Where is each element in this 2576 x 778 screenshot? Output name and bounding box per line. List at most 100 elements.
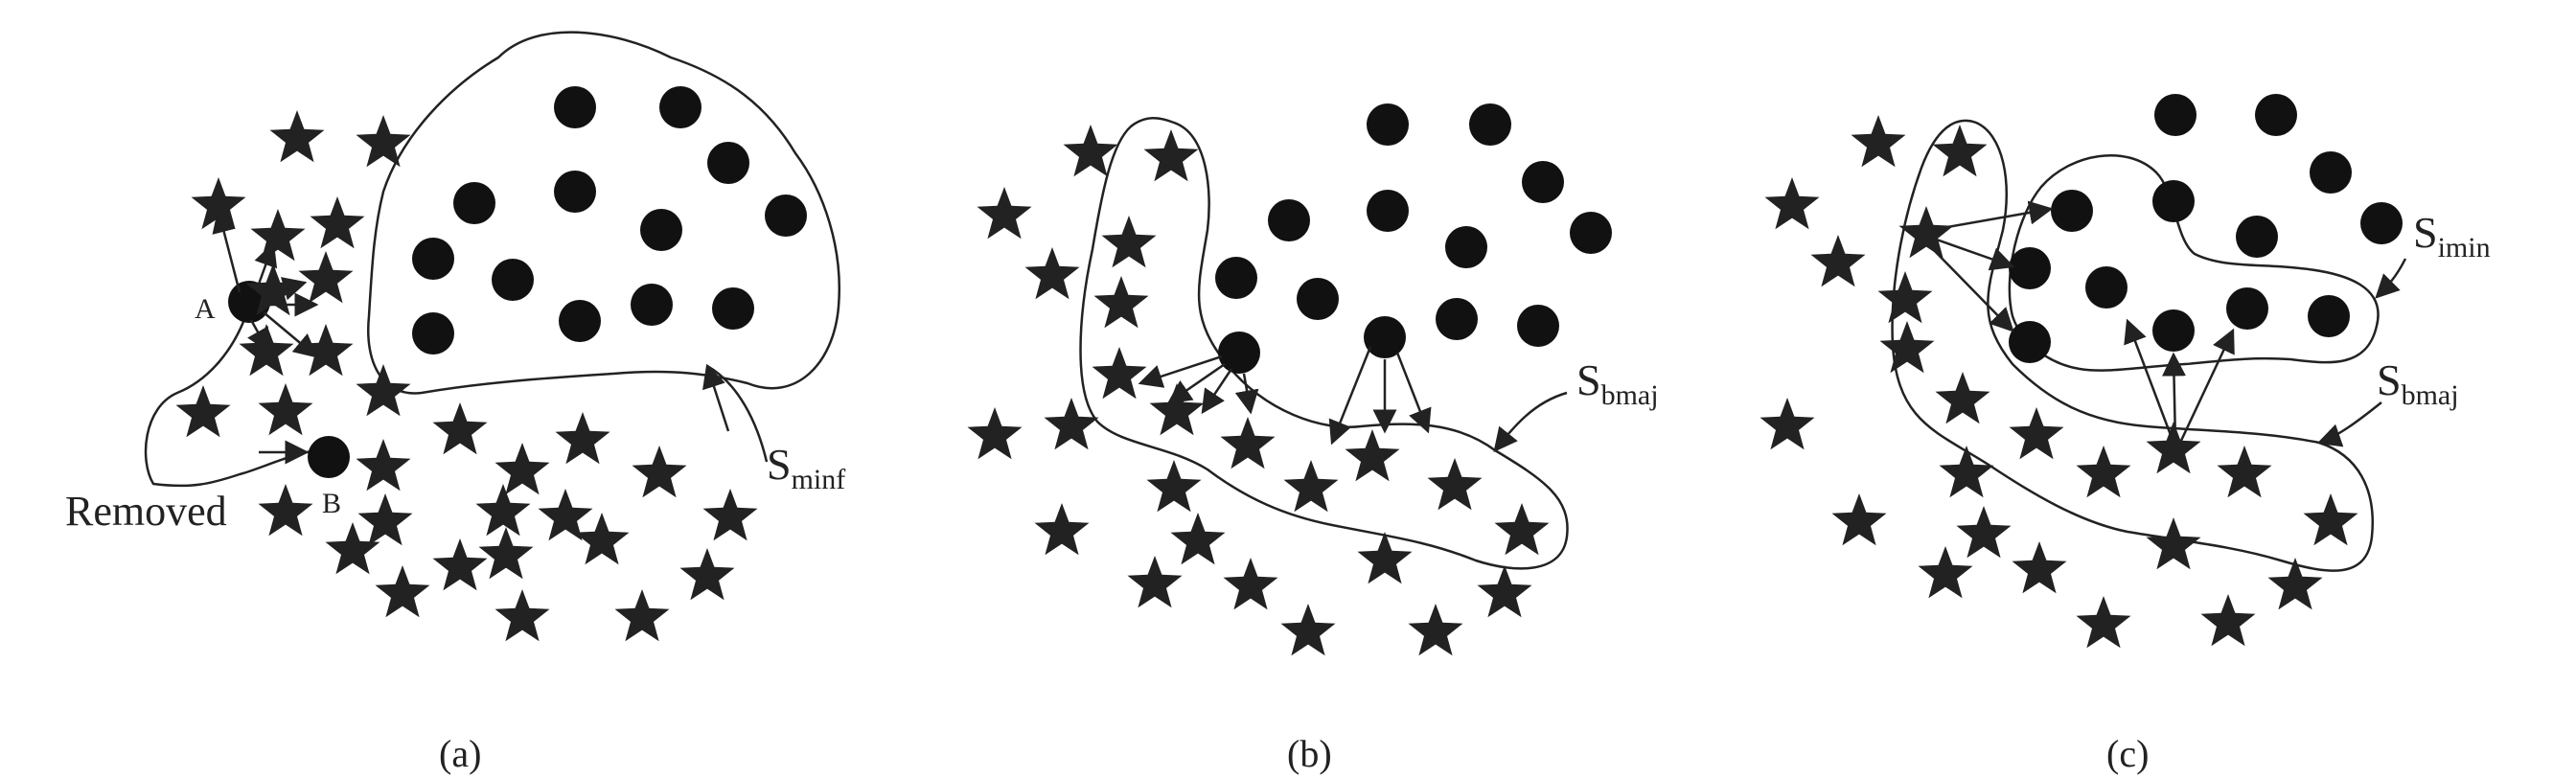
star-icon [1220,417,1276,469]
star-icon [1143,129,1199,182]
point-b-label: B [322,488,341,519]
star-icon [250,209,306,262]
neighbor-arrows-a [212,208,319,358]
majority-border-region-boundary-c [1891,119,2374,572]
star-icon [1877,271,1933,324]
star-icon [632,446,687,498]
star-icon [1932,125,1988,177]
star-icon [245,263,301,316]
star-icon [478,527,534,580]
star-icon [1477,565,1532,618]
star-icon [175,385,231,438]
star-icon [258,484,313,537]
star-icon [1149,383,1205,436]
star-icon [1357,532,1413,584]
minority-points-c [2009,94,2403,363]
star-icon [2146,422,2201,474]
star-icon [432,402,488,455]
star-icon [1935,372,1990,424]
star-icon [2076,596,2131,649]
star-icon [191,177,246,230]
star-icon [475,484,531,537]
star-icon [1093,276,1149,329]
star-icon [1024,247,1080,300]
star-icon [1127,556,1183,608]
star-icon [1280,604,1336,656]
star-icon [2076,446,2131,498]
star-icon [1427,458,1483,511]
star-icon [2012,541,2067,594]
star-icon [679,548,735,601]
panel-b: Sbmaj (b) [967,103,1659,775]
star-icon [1879,321,1935,374]
star-icon [356,364,411,417]
star-icon [1345,429,1400,482]
caption-c: (c) [2106,732,2149,775]
star-icon [1063,125,1118,177]
star-icon [357,493,413,546]
removed-region-boundary [144,286,317,488]
star-icon [1764,177,1820,230]
region-label-a: Sminf [767,440,845,495]
star-icon [2200,594,2256,647]
star-icon [1494,503,1550,556]
star-icon [310,196,365,249]
star-icon [574,513,630,565]
star-icon [977,187,1032,240]
star-icon [2009,407,2064,460]
star-icon [1831,493,1887,546]
minority-points-a [228,86,807,478]
minority-points-b [1215,103,1612,374]
star-icon [614,589,670,642]
caption-b: (b) [1287,732,1332,775]
star-icon [1034,503,1090,556]
star-icon [1760,398,1815,450]
star-icon [356,439,411,492]
star-icon [1044,398,1099,450]
panel-a: A B Removed Sminf (a) [65,31,845,775]
star-icon [967,407,1023,460]
star-icon [356,115,411,168]
star-icon [325,522,380,575]
panel-c: Simin Sbmaj (c) [1760,94,2491,775]
star-icon [555,412,610,465]
star-icon [1170,513,1226,565]
majority-points-c [1760,115,2358,649]
star-icon [1092,347,1147,400]
region-label-c-maj: Sbmaj [2377,355,2459,411]
point-b [308,436,350,478]
star-icon [269,110,325,163]
star-icon [1918,546,1973,599]
star-icon [1283,460,1339,513]
star-icon [1101,216,1157,268]
star-icon [2146,517,2201,570]
star-icon [1146,460,1202,513]
star-icon [1956,506,2012,559]
removed-label: Removed [65,488,227,535]
neighbor-arrows-c [1927,200,2235,444]
star-icon [2267,558,2323,610]
star-icon [298,251,354,304]
star-icon [494,443,550,495]
star-icon [1851,115,1906,168]
star-icon [298,324,354,377]
star-icon [1810,235,1866,287]
point-a-label: A [195,293,216,325]
star-icon [1898,206,1954,259]
star-icon [1939,446,1994,498]
star-icon [432,538,488,591]
star-icon [538,489,593,541]
region-label-b: Sbmaj [1576,355,1659,411]
neighbor-arrows-b [1138,346,1432,446]
star-icon [375,565,430,618]
star-icon [702,489,758,541]
caption-a: (a) [439,732,481,775]
star-icon [1223,558,1278,610]
region-label-c-min: Simin [2413,208,2491,263]
star-icon [1408,604,1463,656]
star-icon [494,589,550,642]
star-icon [258,383,313,436]
majority-points-b [967,125,1550,656]
